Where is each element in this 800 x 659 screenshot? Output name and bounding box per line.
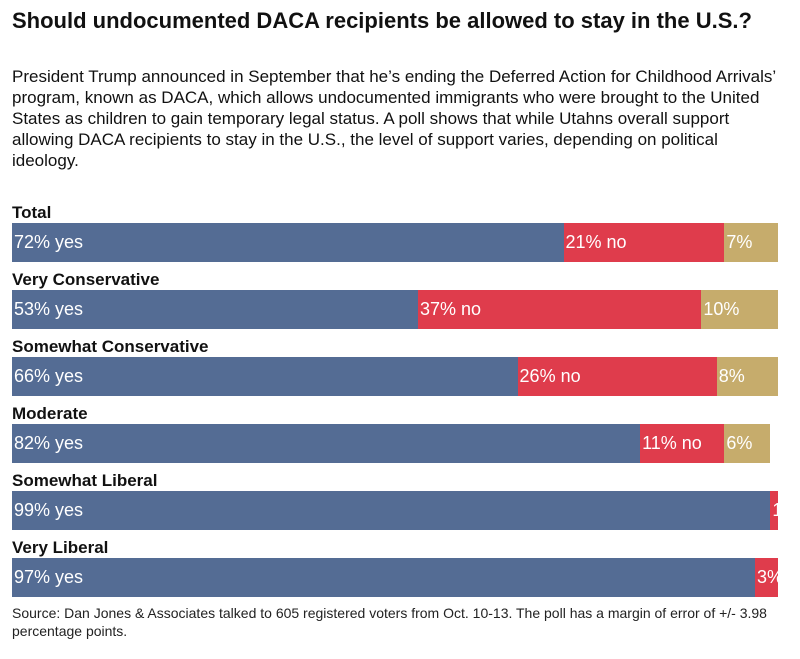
chart-title: Should undocumented DACA recipients be a… (12, 8, 752, 33)
bar-segment-other: 6% (724, 424, 771, 463)
category-label: Somewhat Liberal (12, 471, 158, 490)
stacked-bar: 72% yes 21% no 7% (12, 223, 778, 262)
bar-row-somewhat-conservative: Somewhat Conservative 66% yes 26% no 8% (12, 335, 778, 402)
stacked-bar: 53% yes 37% no 10% (12, 290, 778, 329)
bar-segment-yes: 82% yes (12, 424, 641, 463)
bar-segment-other: 7% (724, 223, 778, 262)
bar-segment-no: 3% (755, 558, 778, 597)
category-label: Very Conservative (12, 270, 160, 289)
bar-segment-yes: 72% yes (12, 223, 564, 262)
bar-row-total: Total 72% yes 21% no 7% (12, 201, 778, 268)
category-label: Somewhat Conservative (12, 337, 209, 356)
category-label: Very Liberal (12, 538, 109, 557)
category-label: Moderate (12, 404, 88, 423)
bar-segment-no: 21% no (563, 223, 725, 262)
bar-segment-no: 37% no (417, 290, 702, 329)
bar-segment-no: 1 (770, 491, 778, 530)
bar-segment-other: 10% (701, 290, 778, 329)
stacked-bar: 82% yes 11% no 6% (12, 424, 778, 463)
bar-segment-yes: 53% yes (12, 290, 418, 329)
bar-segment-yes: 99% yes (12, 491, 771, 530)
bar-segment-yes: 97% yes (12, 558, 756, 597)
stacked-bar-chart: Total 72% yes 21% no 7% Very Conservative 53%… (12, 201, 778, 603)
category-label: Total (12, 203, 52, 222)
bar-segment-yes: 66% yes (12, 357, 518, 396)
bar-row-somewhat-liberal: Somewhat Liberal 99% yes 1 (12, 469, 778, 536)
bar-segment-other: 8% (716, 357, 778, 396)
bar-segment-no: 11% no (640, 424, 725, 463)
source-note: Source: Dan Jones & Associates talked to… (12, 605, 767, 639)
bar-segment-no: 26% no (517, 357, 717, 396)
chart-description: President Trump announced in September t… (12, 67, 776, 170)
stacked-bar: 99% yes 1 (12, 491, 778, 530)
stacked-bar: 66% yes 26% no 8% (12, 357, 778, 396)
bar-row-very-conservative: Very Conservative 53% yes 37% no 10% (12, 268, 778, 335)
bar-row-moderate: Moderate 82% yes 11% no 6% (12, 402, 778, 469)
